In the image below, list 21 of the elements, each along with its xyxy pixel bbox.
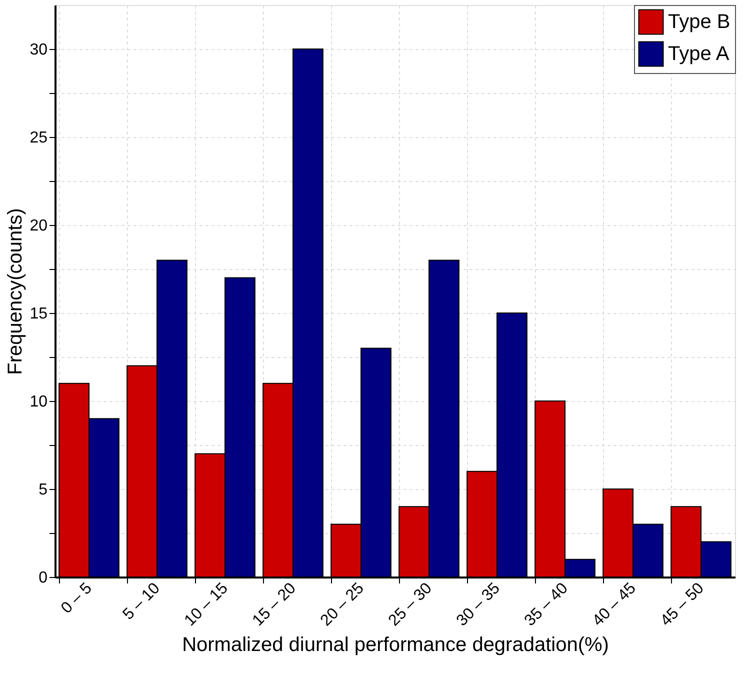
x-tick-label: 40 – 45: [590, 580, 640, 630]
y-axis-title: Frequency(counts): [4, 208, 27, 375]
legend-label: Type B: [668, 11, 730, 33]
x-tick-label: 25 – 30: [386, 580, 436, 630]
y-tick-label: 0: [38, 570, 48, 586]
y-tick-label: 25: [30, 130, 48, 146]
x-tick-label: 10 – 15: [182, 580, 232, 630]
y-tick-label: 15: [30, 306, 48, 322]
x-tick-label: 0 – 5: [58, 580, 96, 618]
x-tick-label: 20 – 25: [318, 580, 368, 630]
legend-label: Type A: [668, 43, 730, 65]
y-tick-label: 20: [30, 218, 48, 234]
y-tick-label: 5: [38, 482, 48, 498]
x-tick-label: 35 – 40: [522, 580, 572, 630]
x-axis-title: Normalized diurnal performance degradation(%): [182, 634, 609, 656]
x-tick-label: 45 – 50: [658, 580, 708, 630]
y-tick-label: 30: [30, 42, 48, 58]
x-tick-label: 30 – 35: [454, 580, 504, 630]
y-tick-label: 10: [30, 394, 48, 410]
x-tick-label: 15 – 20: [250, 580, 300, 630]
x-tick-label: 5 – 10: [120, 580, 164, 624]
